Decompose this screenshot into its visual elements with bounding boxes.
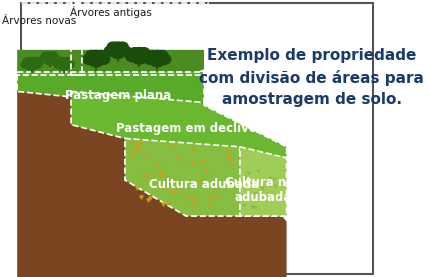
Circle shape xyxy=(147,50,158,59)
Circle shape xyxy=(26,61,37,70)
Polygon shape xyxy=(240,147,287,216)
Circle shape xyxy=(57,57,70,67)
Circle shape xyxy=(109,42,126,55)
Circle shape xyxy=(118,46,131,56)
Circle shape xyxy=(58,61,69,70)
Circle shape xyxy=(32,60,42,68)
Text: Cultura adubada: Cultura adubada xyxy=(149,178,259,191)
Polygon shape xyxy=(17,50,204,72)
Circle shape xyxy=(97,54,110,64)
Circle shape xyxy=(88,50,104,63)
Circle shape xyxy=(104,46,117,56)
Circle shape xyxy=(149,50,166,63)
Text: Árvores antigas: Árvores antigas xyxy=(69,6,151,19)
Circle shape xyxy=(89,55,103,67)
Circle shape xyxy=(64,60,74,68)
Circle shape xyxy=(156,50,168,59)
Circle shape xyxy=(42,52,50,59)
Circle shape xyxy=(126,52,139,61)
Circle shape xyxy=(56,58,65,64)
Circle shape xyxy=(129,48,140,57)
Circle shape xyxy=(117,42,128,51)
Circle shape xyxy=(21,60,31,68)
Circle shape xyxy=(150,55,165,67)
Circle shape xyxy=(63,58,72,64)
Text: Pastagem plana: Pastagem plana xyxy=(65,89,171,102)
Circle shape xyxy=(43,52,56,61)
Circle shape xyxy=(50,55,60,63)
Circle shape xyxy=(110,47,125,58)
Polygon shape xyxy=(17,72,204,102)
Polygon shape xyxy=(71,91,287,158)
Circle shape xyxy=(107,42,119,51)
Polygon shape xyxy=(17,78,287,277)
Text: Árvores novas: Árvores novas xyxy=(2,16,76,26)
Circle shape xyxy=(132,53,147,64)
Circle shape xyxy=(49,52,57,59)
Circle shape xyxy=(95,50,106,59)
Circle shape xyxy=(86,50,97,59)
Circle shape xyxy=(131,48,148,60)
Text: Pastagem em declive: Pastagem em declive xyxy=(116,122,257,135)
Circle shape xyxy=(54,60,63,68)
Circle shape xyxy=(140,52,153,61)
Circle shape xyxy=(158,54,171,64)
Text: Exemplo de propriedade
com divisão de áreas para
amostragem de solo.: Exemplo de propriedade com divisão de ár… xyxy=(199,48,424,107)
Circle shape xyxy=(25,57,38,67)
Polygon shape xyxy=(125,138,287,216)
Circle shape xyxy=(44,56,55,65)
Circle shape xyxy=(83,54,96,64)
Circle shape xyxy=(31,58,39,64)
Circle shape xyxy=(144,54,157,64)
Circle shape xyxy=(24,58,32,64)
Circle shape xyxy=(39,55,49,63)
Text: Cultura não
adubada: Cultura não adubada xyxy=(225,176,302,204)
Circle shape xyxy=(138,48,150,57)
